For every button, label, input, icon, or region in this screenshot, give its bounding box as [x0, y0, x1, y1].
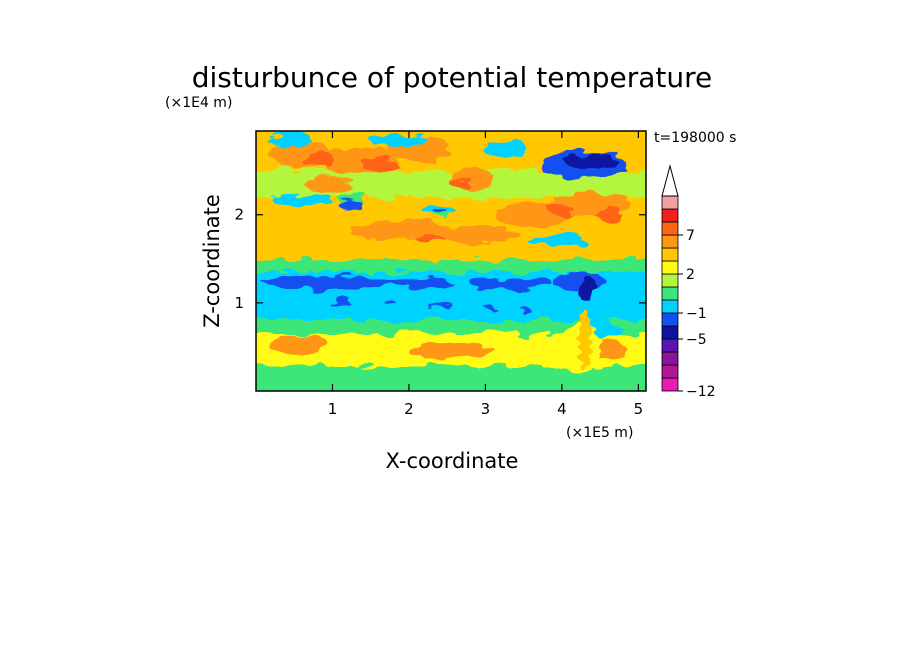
colorbar-tick-label: 2 [686, 267, 695, 283]
field-blob [414, 236, 446, 244]
field-blob [546, 204, 574, 216]
field-blob [330, 374, 370, 382]
colorbar-segment [661, 208, 679, 223]
y-axis-label: Z-coordinate [200, 194, 224, 328]
field-blob [305, 177, 355, 193]
heatmap-field [256, 131, 646, 391]
x-tick-label: 2 [404, 400, 414, 418]
x-axis-label: X-coordinate [386, 449, 519, 473]
field-blob [570, 375, 630, 385]
x-tick-label: 5 [634, 400, 644, 418]
colorbar-tick-label: −12 [686, 384, 716, 400]
field-blob [306, 153, 334, 167]
colorbar-tick-label: −5 [686, 332, 707, 348]
y-axis: 12 [234, 206, 646, 312]
x-tick-label: 3 [481, 400, 491, 418]
cold-band-peak [552, 272, 608, 292]
field-blob [266, 134, 314, 146]
colorbar-segment [661, 299, 679, 314]
colorbar-segment [661, 351, 679, 366]
cold-pool-core [562, 154, 618, 172]
chart-title: disturbunce of potential temperature [192, 61, 713, 94]
field-blob [485, 140, 525, 160]
field-blob [410, 342, 490, 358]
cold-band-mid [390, 278, 450, 288]
colorbar-segment [661, 221, 679, 236]
colorbar-segment [661, 338, 679, 353]
field-blob [450, 179, 470, 191]
field-blob [258, 292, 282, 308]
field-blob [440, 225, 520, 245]
x-tick-label: 1 [328, 400, 338, 418]
x-axis: 1 2 3 4 5 [328, 131, 643, 418]
time-label: t=198000 s [654, 130, 736, 146]
colorbar-tick-label: −1 [686, 306, 707, 322]
colorbar-segment [661, 364, 679, 379]
colorbar-tick-label: 7 [686, 228, 695, 244]
y-tick-label: 2 [234, 206, 244, 224]
colorbar-segment [661, 195, 679, 210]
field-blob [530, 234, 590, 246]
cold-band-left [258, 275, 402, 289]
colorbar-segment [661, 273, 679, 288]
field-blob [362, 159, 398, 171]
cold-band-right [470, 278, 550, 290]
colorbar-segment [661, 377, 679, 392]
field-blob [338, 200, 362, 210]
field-blob [430, 304, 450, 308]
field-blob [382, 303, 398, 307]
field-blob [270, 194, 330, 206]
y-unit-label: (×1E4 m) [165, 95, 232, 111]
field-blob [482, 305, 498, 309]
colorbar-segment [661, 247, 679, 262]
field-blob [350, 220, 450, 240]
field-blob [370, 134, 430, 146]
field-blob [519, 308, 531, 312]
colorbar-segment [661, 325, 679, 340]
field-blob [598, 209, 622, 221]
colorbar-extend-arrow [661, 164, 679, 197]
field-band-green2 [256, 320, 646, 334]
field-blob [270, 335, 330, 355]
field-blob [330, 301, 350, 305]
field-blob [260, 376, 320, 384]
colorbar: 7 2 −1 −5 −12 [661, 164, 716, 400]
y-tick-label: 1 [234, 294, 244, 312]
colorbar-segment [661, 260, 679, 275]
colorbar-segment [661, 234, 679, 249]
colorbar-segment [661, 286, 679, 301]
colorbar-segment [661, 312, 679, 327]
x-unit-label: (×1E5 m) [566, 425, 633, 441]
cold-band-peak-core [580, 276, 594, 304]
field-blob [434, 209, 446, 215]
field-band-green [256, 260, 646, 274]
plot-frame [255, 130, 647, 392]
x-tick-label: 4 [557, 400, 567, 418]
field-blob [579, 310, 591, 370]
